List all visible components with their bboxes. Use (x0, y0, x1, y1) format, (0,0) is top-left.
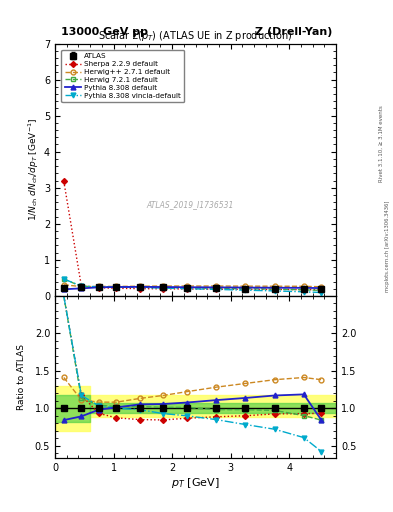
Herwig 7.2.1 default (272, 286, 277, 292)
Pythia 8.308 vincia-default (138, 284, 142, 290)
Text: 13000 GeV pp: 13000 GeV pp (61, 27, 148, 37)
Pythia 8.308 vincia-default (114, 284, 119, 290)
Pythia 8.308 default (184, 284, 189, 290)
Herwig 7.2.1 default (114, 284, 119, 290)
Herwig++ 2.7.1 default (161, 283, 166, 289)
Pythia 8.308 vincia-default (97, 284, 101, 290)
Herwig 7.2.1 default (161, 284, 166, 290)
Herwig++ 2.7.1 default (319, 284, 324, 290)
Sherpa 2.2.9 default (97, 285, 101, 291)
Text: mcplots.cern.ch [arXiv:1306.3436]: mcplots.cern.ch [arXiv:1306.3436] (385, 200, 389, 291)
Y-axis label: $1/N_{\rm ch}\;dN_{\rm ch}/dp_T\;[\rm{GeV}^{-1}]$: $1/N_{\rm ch}\;dN_{\rm ch}/dp_T\;[\rm{Ge… (27, 118, 41, 221)
Text: ATLAS_2019_I1736531: ATLAS_2019_I1736531 (146, 201, 233, 209)
Sherpa 2.2.9 default (184, 286, 189, 292)
Herwig++ 2.7.1 default (214, 283, 219, 289)
Sherpa 2.2.9 default (61, 178, 66, 184)
Pythia 8.308 default (243, 285, 248, 291)
Herwig++ 2.7.1 default (138, 283, 142, 289)
Sherpa 2.2.9 default (272, 286, 277, 292)
Pythia 8.308 default (79, 285, 84, 291)
Line: Herwig++ 2.7.1 default: Herwig++ 2.7.1 default (61, 282, 324, 289)
Pythia 8.308 vincia-default (161, 285, 166, 291)
Herwig 7.2.1 default (97, 284, 101, 290)
Y-axis label: Ratio to ATLAS: Ratio to ATLAS (17, 344, 26, 410)
Herwig++ 2.7.1 default (243, 283, 248, 289)
Pythia 8.308 vincia-default (214, 286, 219, 292)
Pythia 8.308 vincia-default (79, 283, 84, 289)
Legend: ATLAS, Sherpa 2.2.9 default, Herwig++ 2.7.1 default, Herwig 7.2.1 default, Pythi: ATLAS, Sherpa 2.2.9 default, Herwig++ 2.… (61, 50, 184, 102)
Pythia 8.308 default (214, 284, 219, 290)
Herwig 7.2.1 default (138, 284, 142, 290)
Pythia 8.308 default (61, 286, 66, 292)
Pythia 8.308 vincia-default (301, 289, 306, 295)
Pythia 8.308 default (161, 284, 166, 290)
Herwig 7.2.1 default (184, 285, 189, 291)
Sherpa 2.2.9 default (161, 286, 166, 292)
Sherpa 2.2.9 default (138, 286, 142, 292)
Pythia 8.308 default (301, 285, 306, 291)
Sherpa 2.2.9 default (214, 286, 219, 292)
Pythia 8.308 vincia-default (272, 288, 277, 294)
Pythia 8.308 default (272, 285, 277, 291)
Pythia 8.308 default (114, 284, 119, 290)
Pythia 8.308 default (319, 285, 324, 291)
Text: Z (Drell-Yan): Z (Drell-Yan) (255, 27, 333, 37)
X-axis label: $p_T$ [GeV]: $p_T$ [GeV] (171, 476, 220, 490)
Herwig++ 2.7.1 default (301, 283, 306, 289)
Sherpa 2.2.9 default (319, 287, 324, 293)
Herwig++ 2.7.1 default (184, 283, 189, 289)
Pythia 8.308 default (97, 284, 101, 290)
Sherpa 2.2.9 default (79, 283, 84, 289)
Sherpa 2.2.9 default (114, 285, 119, 291)
Herwig++ 2.7.1 default (79, 284, 84, 290)
Herwig 7.2.1 default (61, 276, 66, 282)
Herwig++ 2.7.1 default (97, 283, 101, 289)
Pythia 8.308 vincia-default (319, 289, 324, 295)
Sherpa 2.2.9 default (243, 286, 248, 292)
Herwig 7.2.1 default (79, 283, 84, 289)
Herwig 7.2.1 default (301, 287, 306, 293)
Pythia 8.308 vincia-default (243, 287, 248, 293)
Herwig++ 2.7.1 default (114, 283, 119, 289)
Sherpa 2.2.9 default (301, 287, 306, 293)
Herwig++ 2.7.1 default (61, 282, 66, 288)
Line: Pythia 8.308 vincia-default: Pythia 8.308 vincia-default (61, 276, 324, 295)
Pythia 8.308 vincia-default (184, 286, 189, 292)
Herwig++ 2.7.1 default (272, 283, 277, 289)
Title: Scalar $\Sigma(p_T)$ (ATLAS UE in Z production): Scalar $\Sigma(p_T)$ (ATLAS UE in Z prod… (98, 29, 293, 44)
Line: Sherpa 2.2.9 default: Sherpa 2.2.9 default (62, 179, 323, 292)
Text: Rivet 3.1.10, ≥ 3.1M events: Rivet 3.1.10, ≥ 3.1M events (379, 105, 384, 182)
Pythia 8.308 vincia-default (61, 276, 66, 282)
Herwig 7.2.1 default (243, 286, 248, 292)
Herwig 7.2.1 default (319, 287, 324, 293)
Pythia 8.308 default (138, 284, 142, 290)
Herwig 7.2.1 default (214, 285, 219, 291)
Line: Herwig 7.2.1 default: Herwig 7.2.1 default (61, 276, 324, 293)
Line: Pythia 8.308 default: Pythia 8.308 default (61, 285, 324, 292)
